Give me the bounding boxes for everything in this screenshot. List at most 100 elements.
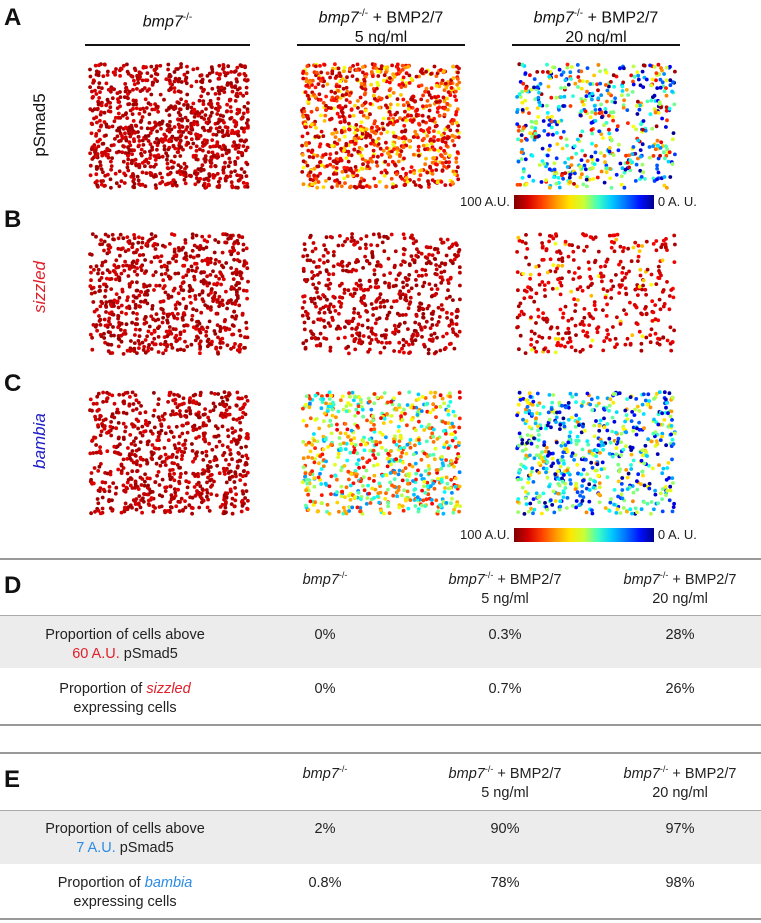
cell-dot [653, 331, 658, 336]
cell-dot [191, 67, 196, 72]
cell-dot [120, 287, 125, 292]
cell-dot [456, 123, 460, 128]
cell-dot [301, 266, 306, 271]
cell-dot [304, 79, 309, 84]
cell-dot [361, 295, 366, 300]
cell-dot [88, 67, 92, 72]
cell-dot [359, 110, 364, 114]
cell-dot [445, 96, 449, 101]
cell-dot [340, 295, 345, 300]
cell-dot [370, 159, 374, 164]
cell-dot [350, 74, 355, 78]
cell-dot [515, 110, 519, 114]
cell-dot [670, 162, 675, 166]
cell-dot [569, 345, 574, 349]
cell-dot [333, 135, 338, 139]
cell-dot [217, 104, 221, 109]
cell-dot [106, 319, 111, 324]
cell-dot [106, 234, 111, 239]
cell-dot [244, 326, 249, 331]
cell-dot [99, 462, 103, 466]
cell-dot [198, 339, 203, 344]
cell-dot [417, 322, 422, 327]
cell-dot [400, 67, 405, 72]
cell-dot [134, 407, 139, 411]
cell-dot [220, 147, 225, 151]
cell-dot [425, 143, 429, 147]
cell-dot [371, 66, 376, 70]
cell-dot [213, 238, 218, 242]
cell-dot [89, 131, 94, 136]
cell-dot [421, 284, 425, 289]
cell-dot [411, 479, 415, 483]
cell-dot [659, 245, 664, 250]
cell-dot [424, 104, 429, 109]
cell-dot [344, 141, 349, 146]
cell-dot [94, 172, 99, 177]
cell-dot [160, 320, 165, 325]
cell-dot [346, 401, 350, 405]
cell-dot [335, 95, 340, 100]
cell-dot [142, 321, 147, 326]
cell-dot [383, 280, 387, 285]
cell-dot [613, 336, 618, 341]
cell-dot [516, 128, 521, 133]
cell-dot [451, 298, 455, 302]
cell-dot [341, 77, 345, 81]
cell-dot [97, 314, 101, 318]
cell-dot [321, 101, 326, 105]
cell-dot [233, 498, 238, 503]
cell-dot [590, 141, 594, 146]
cell-dot [403, 109, 407, 114]
cell-dot [195, 266, 199, 270]
cell-dot [360, 147, 364, 152]
cell-dot [584, 177, 589, 182]
cell-dot [151, 509, 156, 514]
cell-dot [135, 272, 140, 277]
cell-dot [145, 292, 149, 297]
cell-dot [343, 239, 347, 244]
cell-dot [314, 64, 318, 69]
cell-dot [91, 451, 96, 455]
cell-dot [119, 67, 124, 71]
cell-dot [345, 75, 349, 80]
cell-dot [558, 307, 563, 312]
cell-dot [452, 143, 457, 148]
cell-dot [536, 95, 541, 100]
cell-dot [545, 111, 550, 115]
cell-dot [173, 327, 178, 332]
cell-dot [605, 302, 609, 307]
cell-dot [567, 269, 571, 274]
cell-dot [374, 298, 379, 303]
cell-dot [339, 184, 344, 189]
cell-dot [88, 85, 92, 89]
cell-dot [225, 232, 229, 237]
cell-dot [641, 278, 646, 283]
cell-dot [303, 90, 308, 94]
cell-dot [233, 99, 238, 103]
cell-dot [197, 98, 202, 103]
cell-dot [639, 348, 644, 353]
cell-dot [440, 133, 444, 137]
cell-dot [110, 86, 115, 91]
cell-dot [200, 234, 205, 239]
cell-dot [313, 246, 318, 251]
cell-dot [102, 331, 106, 336]
cell-dot [609, 245, 614, 250]
cell-dot [237, 328, 242, 333]
cell-dot [516, 137, 520, 142]
cell-dot [354, 287, 359, 292]
cell-dot [243, 412, 248, 417]
cell-dot [306, 316, 311, 321]
cell-dot [402, 156, 406, 161]
cell-dot [244, 320, 249, 325]
cell-dot [331, 318, 335, 322]
cell-dot [143, 298, 148, 303]
cell-dot [517, 347, 521, 352]
cell-dot [362, 77, 366, 82]
cell-dot [137, 494, 142, 498]
col-header-rule-1 [85, 44, 250, 46]
cell-dot [566, 331, 571, 335]
cell-dot [146, 439, 151, 444]
cell-dot [145, 461, 149, 466]
